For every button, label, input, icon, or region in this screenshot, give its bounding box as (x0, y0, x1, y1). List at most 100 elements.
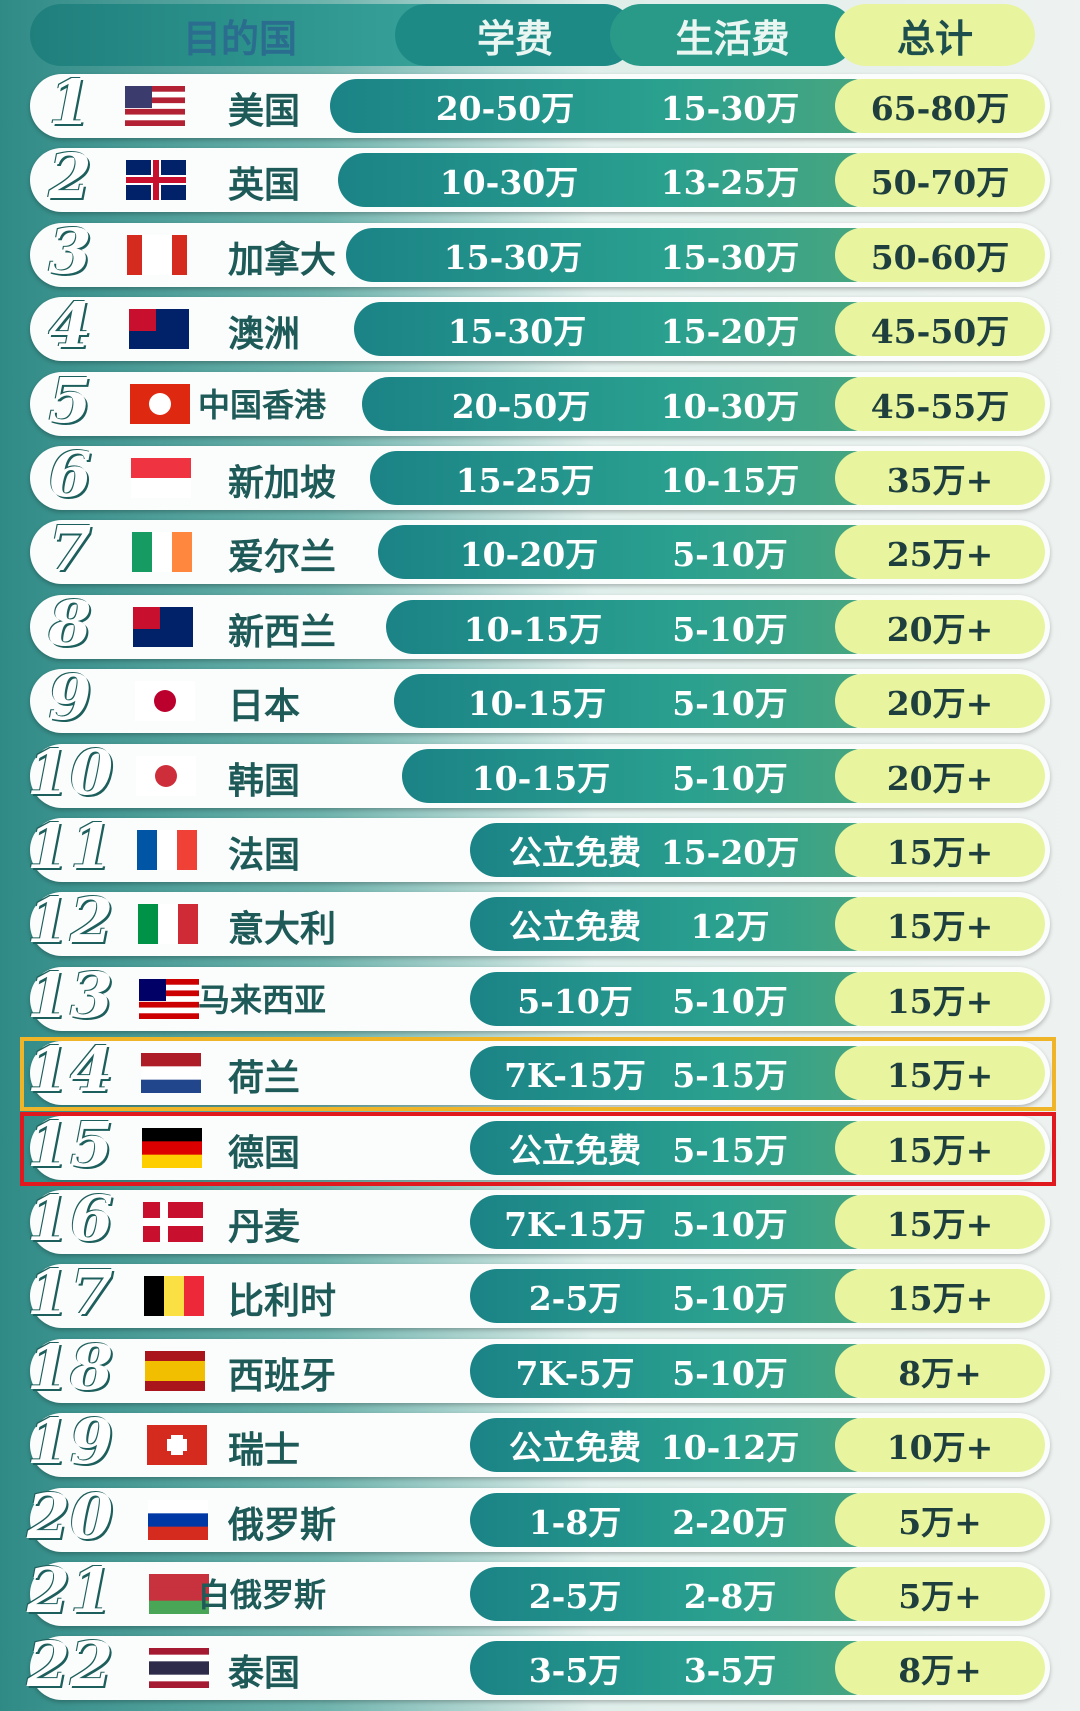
cost-pill (370, 451, 880, 505)
country-name: 荷兰 (228, 1057, 301, 1100)
tuition: 10-30万 (439, 163, 579, 203)
total: 5万+ (898, 1577, 982, 1616)
living: 5-10万 (672, 684, 788, 724)
total-pill (835, 153, 1045, 208)
rank: 20 (26, 1479, 114, 1553)
flag (128, 309, 189, 350)
total-pill (835, 1269, 1045, 1324)
cost-pill (394, 674, 880, 729)
flag (141, 1127, 202, 1168)
tuition: 7K-5万 (515, 1353, 635, 1393)
total-pill (835, 302, 1045, 357)
flag (133, 606, 194, 647)
country-name: 新西兰 (228, 610, 337, 653)
living: 5-10万 (672, 758, 788, 798)
cost-pill (362, 376, 880, 431)
living: 10-30万 (660, 386, 800, 426)
flag (132, 532, 193, 573)
living: 15-20万 (660, 833, 800, 872)
tuition: 15-25万 (455, 461, 595, 500)
country-name: 英国 (228, 164, 301, 207)
tuition: 2-5万 (528, 1279, 622, 1319)
flag (134, 681, 195, 722)
rank: 7 (48, 512, 92, 586)
total-pill (835, 525, 1045, 580)
tuition: 公立免费 (509, 1130, 641, 1170)
cost-pill (386, 599, 880, 654)
total: 5万+ (898, 1502, 982, 1542)
total: 50-60万 (870, 237, 1010, 277)
living: 5-10万 (672, 981, 788, 1021)
header-living: 生活费 (610, 4, 855, 66)
country-name: 泰国 (228, 1652, 301, 1695)
rank: 19 (26, 1405, 114, 1479)
country-name: 中国香港 (198, 385, 327, 424)
total-pill (835, 674, 1045, 729)
total-pill (835, 599, 1045, 654)
total-pill (835, 451, 1045, 505)
country-name: 比利时 (228, 1280, 337, 1323)
flag (126, 160, 187, 201)
total: 15万+ (886, 907, 994, 947)
header-tuition: 学费 (395, 4, 635, 66)
country-name: 爱尔兰 (228, 536, 337, 579)
country-name: 俄罗斯 (228, 1503, 337, 1546)
cost-pill (470, 1046, 880, 1101)
tuition: 15-30万 (443, 237, 583, 277)
rank: 2 (48, 140, 92, 214)
tuition: 2-5万 (528, 1577, 622, 1616)
tuition: 公立免费 (509, 1428, 641, 1468)
flag (149, 1574, 209, 1614)
cost-pill (470, 1418, 880, 1473)
cost-pill (470, 971, 880, 1026)
highlight-box (20, 1111, 1056, 1186)
total-pill (835, 1567, 1045, 1621)
total: 15万+ (886, 981, 994, 1021)
header-text: 生活费 (675, 15, 790, 61)
living: 5-10万 (672, 1205, 788, 1244)
total: 45-50万 (870, 312, 1010, 352)
total: 50-70万 (870, 163, 1010, 203)
cost-pill (402, 748, 880, 803)
header-text: 目的国 (182, 15, 297, 61)
flag (149, 1648, 209, 1689)
country-name: 新加坡 (228, 462, 337, 504)
rank: 12 (26, 884, 114, 958)
total: 35万+ (886, 461, 994, 500)
living: 2-8万 (683, 1577, 777, 1616)
tuition: 10-15万 (463, 609, 603, 649)
total: 20万+ (886, 684, 994, 724)
flag (129, 383, 190, 424)
cost-pill (470, 1120, 880, 1175)
total: 20万+ (886, 609, 994, 649)
country-name: 韩国 (228, 759, 301, 802)
living: 10-15万 (660, 461, 800, 500)
total-pill (835, 227, 1045, 282)
cost-pill (338, 153, 880, 208)
living: 2-20万 (672, 1502, 788, 1542)
total-pill (835, 1120, 1045, 1175)
country-name: 加拿大 (228, 238, 337, 281)
flag (145, 1350, 206, 1391)
country-name: 法国 (228, 834, 301, 876)
living: 15-20万 (660, 312, 800, 352)
living: 5-10万 (672, 609, 788, 649)
living: 15-30万 (660, 89, 800, 128)
total: 15万+ (886, 833, 994, 872)
total-pill (835, 1046, 1045, 1101)
tuition: 7K-15万 (504, 1056, 646, 1096)
rank: 16 (26, 1182, 114, 1255)
flag (138, 904, 199, 945)
rank: 17 (26, 1256, 114, 1330)
tuition: 公立免费 (509, 907, 641, 947)
flag (139, 978, 200, 1019)
country-name: 意大利 (228, 908, 337, 951)
cost-pill (470, 1567, 880, 1621)
tuition: 3-5万 (528, 1651, 622, 1691)
rank: 21 (26, 1554, 114, 1627)
total-pill (835, 79, 1045, 133)
cost-pill (470, 1492, 880, 1547)
country-name: 丹麦 (228, 1206, 301, 1248)
cost-pill (470, 1343, 880, 1398)
